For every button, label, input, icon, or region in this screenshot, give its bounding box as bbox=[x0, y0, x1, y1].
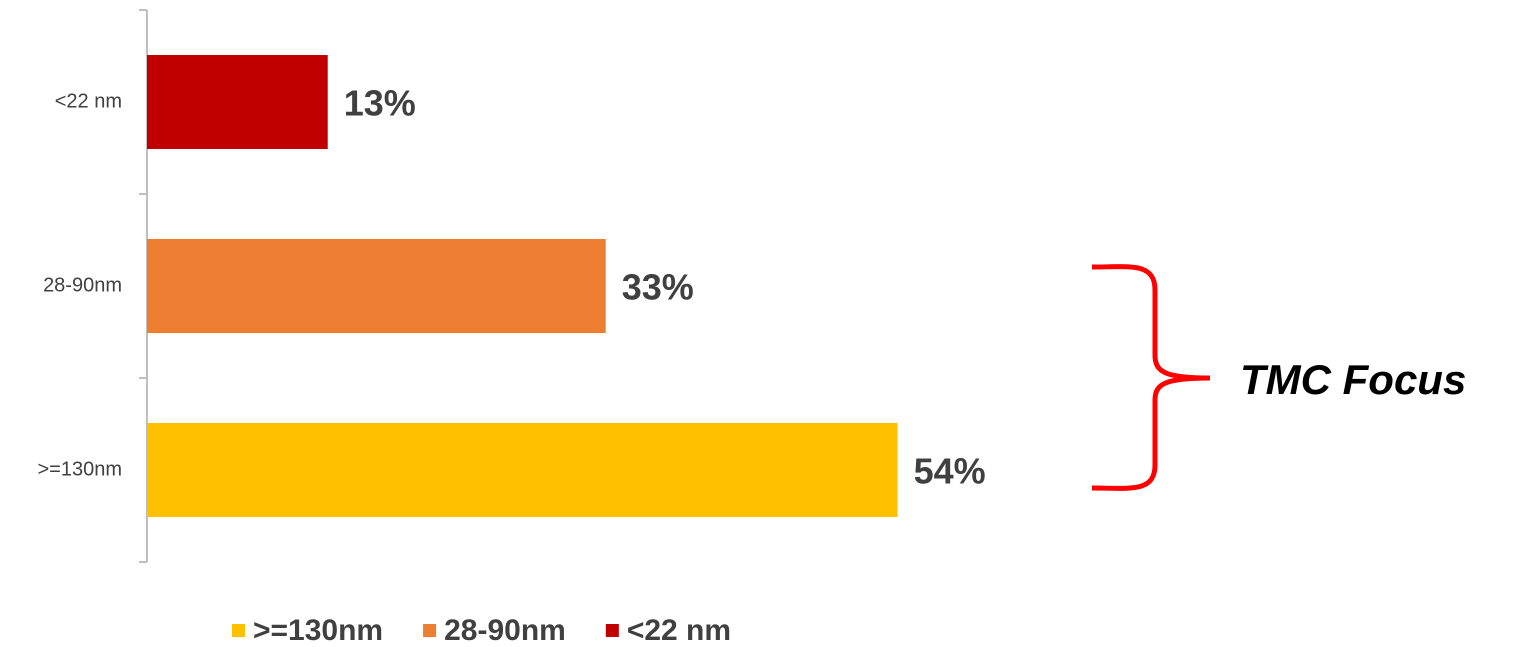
bar bbox=[147, 423, 898, 517]
value-label: 33% bbox=[622, 267, 694, 308]
category-label: <22 nm bbox=[55, 90, 122, 112]
legend-label: <22 nm bbox=[627, 614, 731, 647]
bar bbox=[147, 55, 328, 149]
category-label: >=130nm bbox=[37, 458, 122, 480]
legend-label: 28-90nm bbox=[444, 614, 566, 647]
legend-swatch bbox=[423, 624, 437, 637]
legend-swatch bbox=[232, 624, 245, 637]
value-label: 13% bbox=[344, 83, 416, 124]
legend-swatch bbox=[605, 624, 619, 637]
legend-label: >=130nm bbox=[253, 614, 383, 647]
value-label: 54% bbox=[914, 451, 986, 492]
bar bbox=[147, 239, 606, 333]
brace bbox=[1091, 264, 1211, 491]
category-label: 28-90nm bbox=[43, 274, 122, 296]
annotation: TMC Focus bbox=[1240, 356, 1466, 403]
